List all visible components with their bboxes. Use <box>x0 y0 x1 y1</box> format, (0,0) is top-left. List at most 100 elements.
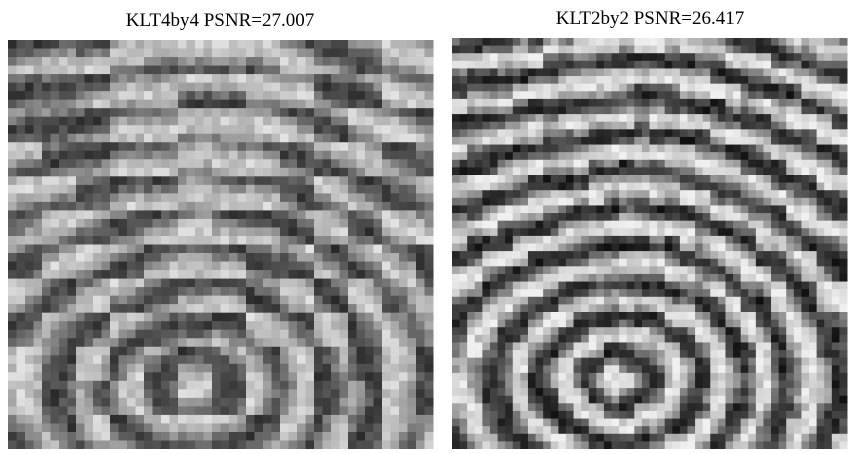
pixel <box>528 350 536 358</box>
pixel <box>238 321 247 330</box>
pixel <box>263 432 272 441</box>
pixel <box>619 381 627 389</box>
pixel <box>650 297 658 305</box>
pixel <box>520 107 528 115</box>
pixel <box>212 91 221 100</box>
pixel <box>832 91 840 99</box>
pixel <box>246 185 255 194</box>
pixel <box>399 40 408 49</box>
pixel <box>513 396 521 404</box>
pixel <box>416 245 425 254</box>
pixel <box>204 74 213 83</box>
pixel <box>650 160 658 168</box>
pixel <box>490 411 498 419</box>
pixel <box>314 83 323 92</box>
pixel <box>748 297 756 305</box>
pixel <box>482 99 490 107</box>
pixel <box>102 296 111 305</box>
pixel <box>460 381 468 389</box>
pixel <box>382 210 391 219</box>
pixel <box>475 175 483 183</box>
pixel <box>391 134 400 143</box>
pixel <box>619 335 627 343</box>
pixel <box>340 236 349 245</box>
pixel <box>748 84 756 92</box>
pixel <box>574 205 582 213</box>
pixel <box>680 236 688 244</box>
pixel <box>76 355 85 364</box>
pixel <box>425 91 434 100</box>
pixel <box>85 279 94 288</box>
pixel <box>824 68 832 76</box>
pixel <box>76 236 85 245</box>
pixel <box>76 296 85 305</box>
pixel <box>340 227 349 236</box>
pixel <box>93 193 102 202</box>
pixel <box>771 152 779 160</box>
pixel <box>42 253 51 262</box>
pixel <box>498 350 506 358</box>
pixel <box>178 193 187 202</box>
pixel <box>482 76 490 84</box>
pixel <box>127 347 136 356</box>
pixel <box>551 91 559 99</box>
pixel <box>170 125 179 134</box>
pixel <box>127 134 136 143</box>
pixel <box>357 142 366 151</box>
pixel <box>51 389 60 398</box>
panel-title: KLT4by4 PSNR=27.007 <box>126 10 314 31</box>
pixel <box>153 253 162 262</box>
pixel <box>195 57 204 66</box>
pixel <box>665 396 673 404</box>
pixel <box>733 297 741 305</box>
pixel <box>627 53 635 61</box>
pixel <box>212 321 221 330</box>
pixel <box>642 183 650 191</box>
pixel <box>703 145 711 153</box>
pixel <box>801 289 809 297</box>
pixel <box>543 205 551 213</box>
pixel <box>280 245 289 254</box>
pixel <box>467 251 475 259</box>
pixel <box>672 411 680 419</box>
pixel <box>695 190 703 198</box>
pixel <box>255 338 264 347</box>
pixel <box>161 287 170 296</box>
pixel <box>604 205 612 213</box>
pixel <box>323 415 332 424</box>
pixel <box>42 321 51 330</box>
pixel <box>665 137 673 145</box>
pixel <box>627 167 635 175</box>
pixel <box>374 296 383 305</box>
pixel <box>543 213 551 221</box>
pixel <box>596 107 604 115</box>
pixel <box>741 114 749 122</box>
pixel <box>452 122 460 130</box>
pixel <box>475 84 483 92</box>
pixel <box>490 61 498 69</box>
pixel <box>357 347 366 356</box>
pixel <box>42 423 51 432</box>
pixel <box>238 355 247 364</box>
pixel <box>672 228 680 236</box>
pixel <box>306 117 315 126</box>
pixel <box>703 213 711 221</box>
pixel <box>687 282 695 290</box>
pixel <box>221 321 230 330</box>
pixel <box>340 355 349 364</box>
pixel <box>85 355 94 364</box>
pixel <box>566 259 574 267</box>
pixel <box>703 282 711 290</box>
pixel <box>204 287 213 296</box>
pixel <box>794 236 802 244</box>
pixel <box>127 83 136 92</box>
pixel <box>272 253 281 262</box>
pixel <box>93 279 102 288</box>
pixel <box>543 152 551 160</box>
pixel <box>642 274 650 282</box>
pixel <box>297 91 306 100</box>
pixel <box>119 219 128 228</box>
pixel <box>604 160 612 168</box>
pixel <box>566 396 574 404</box>
pixel <box>467 198 475 206</box>
